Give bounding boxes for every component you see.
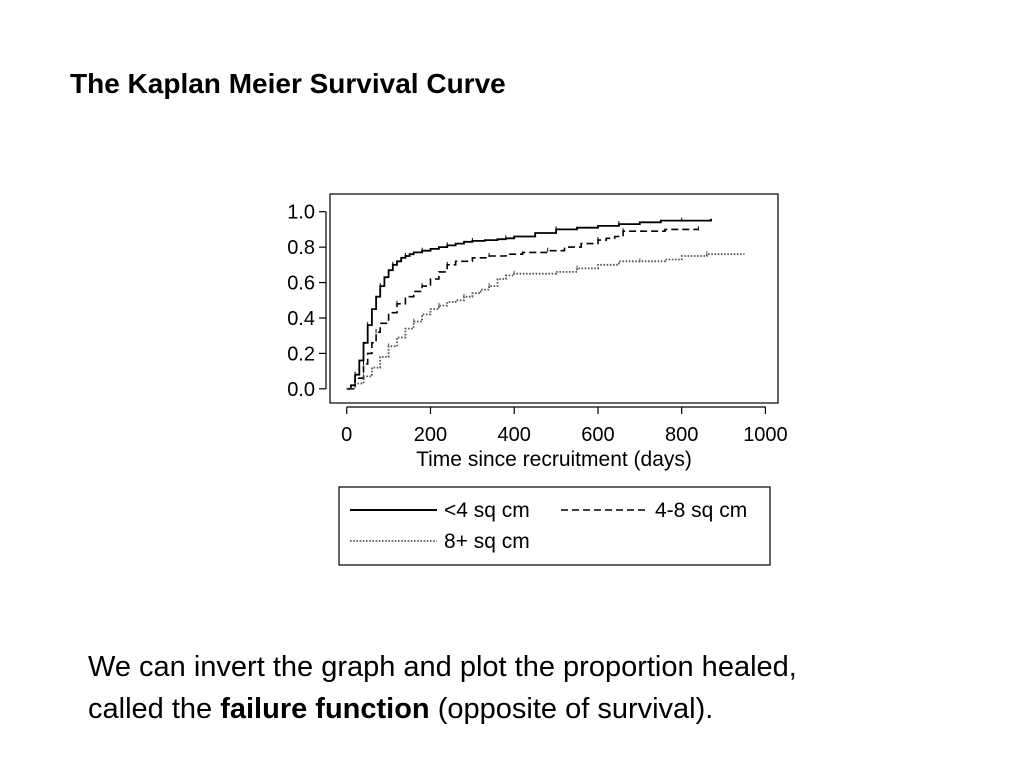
legend-label-small: <4 sq cm <box>444 499 530 522</box>
plot-frame <box>329 193 779 404</box>
x-tick-label: 800 <box>665 424 698 446</box>
caption: We can invert the graph and plot the pro… <box>88 646 797 730</box>
survival-curve-solid <box>346 218 712 390</box>
x-tick-label: 600 <box>581 424 614 446</box>
x-tick-label: 400 <box>498 424 531 446</box>
x-axis: 0 200 400 600 800 1000 <box>341 406 788 446</box>
legend: <4 sq cm 4-8 sq cm 8+ sq cm <box>338 486 771 566</box>
caption-line-2-prefix: called the <box>88 693 221 725</box>
x-tick-label: 200 <box>414 424 447 446</box>
y-tick-label: 0.2 <box>287 343 315 365</box>
survival-curve-dashed <box>346 228 699 390</box>
legend-box <box>338 486 771 566</box>
legend-label-large: 8+ sq cm <box>444 530 530 553</box>
y-tick-label: 0.0 <box>287 379 315 401</box>
legend-label-medium: 4-8 sq cm <box>655 499 747 522</box>
slide-title: The Kaplan Meier Survival Curve <box>70 68 506 99</box>
x-axis-label: Time since recruitment (days) <box>416 448 692 471</box>
caption-line-2-suffix: (opposite of survival). <box>429 693 714 725</box>
y-tick-label: 0.6 <box>287 273 315 295</box>
caption-line-1: We can invert the graph and plot the pro… <box>88 651 797 683</box>
survival-curves <box>346 217 745 390</box>
caption-emphasis: failure function <box>220 693 430 725</box>
y-axis: 0.0 0.2 0.4 0.6 0.8 1.0 <box>287 202 327 401</box>
y-tick-label: 1.0 <box>287 202 315 224</box>
x-tick-label: 1000 <box>743 424 788 446</box>
y-tick-label: 0.8 <box>287 237 315 259</box>
x-tick-label: 0 <box>341 424 352 446</box>
survival-curve-dotted <box>346 253 745 390</box>
y-tick-label: 0.4 <box>287 308 315 330</box>
